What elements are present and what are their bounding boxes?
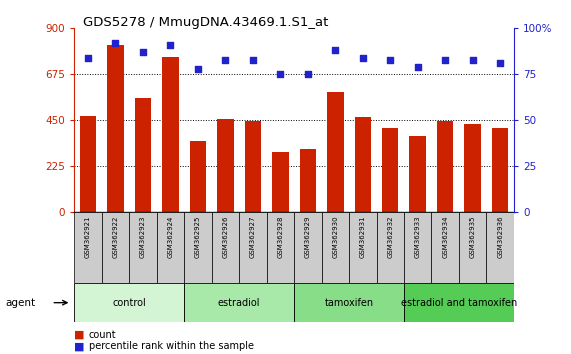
- Bar: [156, 212, 184, 283]
- Point: [248, 57, 258, 62]
- Bar: [355, 117, 371, 212]
- Text: ■: ■: [74, 341, 85, 351]
- Bar: [107, 45, 124, 212]
- Bar: [80, 116, 96, 212]
- Text: count: count: [89, 330, 116, 339]
- Text: tamoxifen: tamoxifen: [324, 298, 373, 308]
- Bar: [267, 212, 294, 283]
- Bar: [432, 212, 459, 283]
- Point: [385, 57, 395, 62]
- Bar: [272, 152, 288, 212]
- Text: GDS5278 / MmugDNA.43469.1.S1_at: GDS5278 / MmugDNA.43469.1.S1_at: [83, 16, 329, 29]
- Bar: [404, 283, 514, 322]
- Text: GSM362935: GSM362935: [470, 215, 476, 258]
- Bar: [464, 125, 481, 212]
- Bar: [486, 212, 514, 283]
- Bar: [162, 57, 179, 212]
- Bar: [74, 283, 184, 322]
- Text: GSM362929: GSM362929: [305, 215, 311, 258]
- Point: [468, 57, 477, 62]
- Bar: [349, 212, 376, 283]
- Bar: [74, 212, 102, 283]
- Point: [221, 57, 230, 62]
- Text: percentile rank within the sample: percentile rank within the sample: [89, 341, 254, 351]
- Bar: [212, 212, 239, 283]
- Point: [194, 66, 203, 72]
- Bar: [239, 212, 267, 283]
- Bar: [135, 98, 151, 212]
- Bar: [184, 283, 294, 322]
- Point: [413, 64, 423, 70]
- Text: GSM362930: GSM362930: [332, 215, 338, 258]
- Text: GSM362923: GSM362923: [140, 215, 146, 258]
- Text: estradiol: estradiol: [218, 298, 260, 308]
- Point: [358, 55, 367, 61]
- Bar: [129, 212, 156, 283]
- Point: [441, 57, 450, 62]
- Bar: [376, 212, 404, 283]
- Point: [276, 72, 285, 77]
- Point: [83, 55, 93, 61]
- Bar: [102, 212, 129, 283]
- Bar: [321, 212, 349, 283]
- Bar: [184, 212, 212, 283]
- Text: GSM362925: GSM362925: [195, 215, 201, 258]
- Point: [138, 50, 147, 55]
- Text: control: control: [112, 298, 146, 308]
- Text: GSM362927: GSM362927: [250, 215, 256, 258]
- Text: GSM362933: GSM362933: [415, 215, 421, 258]
- Point: [303, 72, 312, 77]
- Text: GSM362924: GSM362924: [167, 215, 174, 258]
- Text: GSM362928: GSM362928: [278, 215, 283, 258]
- Text: GSM362926: GSM362926: [222, 215, 228, 258]
- Text: GSM362936: GSM362936: [497, 215, 503, 258]
- Text: agent: agent: [6, 298, 36, 308]
- Point: [111, 40, 120, 46]
- Point: [166, 42, 175, 48]
- Bar: [459, 212, 486, 283]
- Bar: [294, 283, 404, 322]
- Text: GSM362932: GSM362932: [387, 215, 393, 258]
- Bar: [382, 127, 399, 212]
- Bar: [437, 121, 453, 212]
- Text: estradiol and tamoxifen: estradiol and tamoxifen: [401, 298, 517, 308]
- Text: GSM362922: GSM362922: [112, 215, 118, 258]
- Bar: [492, 127, 508, 212]
- Bar: [217, 119, 234, 212]
- Point: [331, 47, 340, 53]
- Bar: [409, 136, 426, 212]
- Bar: [294, 212, 321, 283]
- Bar: [404, 212, 432, 283]
- Text: ■: ■: [74, 330, 85, 339]
- Bar: [327, 92, 344, 212]
- Text: GSM362931: GSM362931: [360, 215, 366, 258]
- Text: GSM362921: GSM362921: [85, 215, 91, 258]
- Bar: [300, 149, 316, 212]
- Point: [496, 61, 505, 66]
- Bar: [190, 141, 206, 212]
- Bar: [244, 121, 261, 212]
- Text: GSM362934: GSM362934: [442, 215, 448, 258]
